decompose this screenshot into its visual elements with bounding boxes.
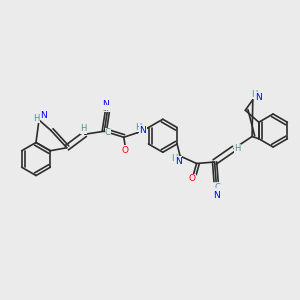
Text: H: H	[80, 124, 86, 133]
Text: O: O	[189, 174, 196, 183]
Text: H: H	[171, 154, 177, 163]
Text: N: N	[139, 126, 146, 135]
Text: ...: ...	[103, 106, 110, 112]
Text: H: H	[33, 114, 39, 123]
Text: N: N	[214, 191, 220, 200]
Text: N: N	[40, 111, 47, 120]
Text: N: N	[255, 93, 262, 102]
Text: N: N	[175, 157, 182, 166]
Text: ...: ...	[214, 188, 220, 194]
Text: O: O	[122, 146, 129, 155]
Text: H: H	[235, 144, 241, 153]
Text: H: H	[136, 123, 142, 132]
Text: N: N	[102, 100, 109, 109]
Text: C: C	[214, 183, 220, 192]
Text: H: H	[251, 90, 257, 99]
Text: C: C	[105, 128, 111, 137]
